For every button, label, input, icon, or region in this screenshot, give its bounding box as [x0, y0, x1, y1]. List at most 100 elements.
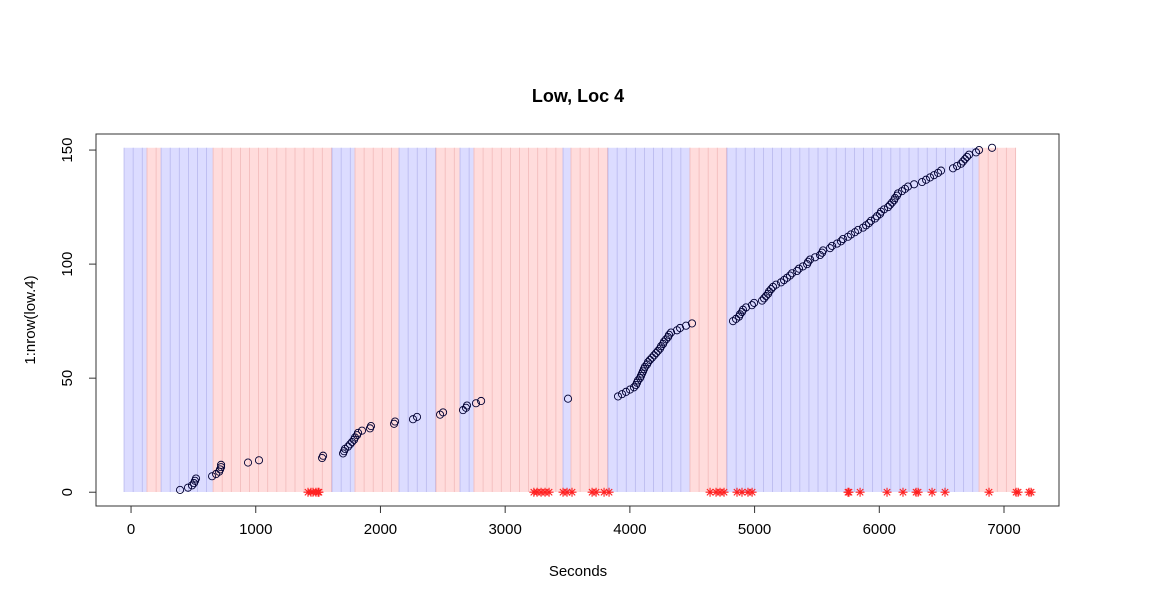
point	[666, 328, 676, 337]
event-marker	[882, 487, 892, 497]
point	[617, 390, 627, 399]
event-marker	[1026, 487, 1036, 497]
event-marker	[855, 487, 865, 497]
point	[893, 189, 903, 198]
point	[975, 146, 984, 155]
point	[846, 230, 856, 239]
band	[727, 147, 980, 492]
x-tick-label: 4000	[613, 521, 646, 538]
point	[343, 442, 353, 451]
point	[798, 262, 808, 271]
point	[827, 241, 837, 250]
point	[439, 408, 448, 417]
point	[987, 143, 997, 152]
point	[652, 349, 661, 358]
point	[871, 214, 880, 223]
point	[353, 428, 363, 437]
point	[471, 399, 481, 408]
point	[887, 198, 897, 207]
x-tick-label: 0	[127, 521, 135, 538]
point	[836, 237, 846, 246]
x-tick-label: 7000	[987, 521, 1020, 538]
point	[208, 472, 217, 481]
point	[659, 337, 669, 346]
point	[345, 440, 355, 449]
band	[213, 147, 333, 492]
point	[785, 271, 795, 280]
band	[161, 147, 214, 492]
point	[243, 458, 253, 467]
event-marker	[927, 487, 937, 497]
band	[608, 147, 690, 492]
point	[918, 177, 927, 187]
point	[771, 280, 781, 289]
point	[408, 415, 418, 424]
event-marker	[604, 487, 614, 497]
y-tick-label: 150	[59, 138, 76, 163]
point	[952, 161, 962, 171]
event-marker	[544, 487, 554, 497]
point	[650, 351, 659, 360]
point	[819, 246, 828, 255]
point	[654, 346, 663, 355]
event-marker	[314, 487, 324, 497]
band	[332, 147, 356, 492]
point	[794, 264, 804, 273]
point	[787, 269, 797, 278]
point	[956, 159, 966, 168]
point	[750, 298, 759, 307]
point	[948, 164, 958, 173]
event-marker	[1013, 487, 1023, 497]
point	[735, 310, 745, 319]
marks	[176, 143, 1036, 497]
point	[191, 474, 201, 483]
point	[183, 483, 193, 492]
point	[661, 335, 671, 344]
point	[762, 291, 771, 301]
point	[816, 250, 825, 260]
point	[838, 234, 848, 244]
point	[675, 323, 685, 333]
point	[681, 321, 691, 330]
point	[633, 376, 643, 385]
point	[854, 225, 863, 234]
point	[867, 216, 876, 225]
event-marker	[737, 487, 747, 497]
point	[806, 255, 815, 264]
point	[922, 175, 931, 184]
y-tick-label: 0	[59, 488, 76, 496]
point	[563, 394, 573, 403]
point	[187, 481, 197, 490]
point	[462, 401, 472, 410]
band	[436, 147, 461, 492]
point	[621, 387, 631, 396]
point	[960, 155, 970, 164]
point	[741, 303, 751, 312]
axes: 0 1000 2000 3000 4000 5000 6000 7000 0 50 100 150	[59, 138, 1021, 538]
point	[357, 426, 367, 435]
x-tick-label: 6000	[863, 521, 896, 538]
y-tick-label: 100	[59, 252, 76, 277]
point	[825, 244, 835, 253]
point	[766, 285, 776, 294]
point	[629, 383, 639, 392]
event-marker	[591, 487, 601, 497]
point	[885, 200, 895, 209]
x-tick-label: 1000	[239, 521, 272, 538]
y-axis-label: 1:nrow(low.4)	[22, 275, 39, 364]
point	[657, 342, 666, 351]
point	[760, 294, 769, 303]
point	[926, 173, 935, 182]
event-marker	[984, 487, 994, 497]
point	[965, 150, 974, 159]
point	[758, 296, 767, 305]
x-tick-label: 5000	[738, 521, 771, 538]
event-marker	[732, 487, 742, 497]
point	[765, 287, 774, 296]
point	[366, 422, 376, 431]
point	[865, 219, 874, 228]
plot-frame	[95, 133, 1060, 507]
point	[412, 412, 422, 421]
x-tick-label: 2000	[364, 521, 397, 538]
band	[355, 147, 400, 492]
